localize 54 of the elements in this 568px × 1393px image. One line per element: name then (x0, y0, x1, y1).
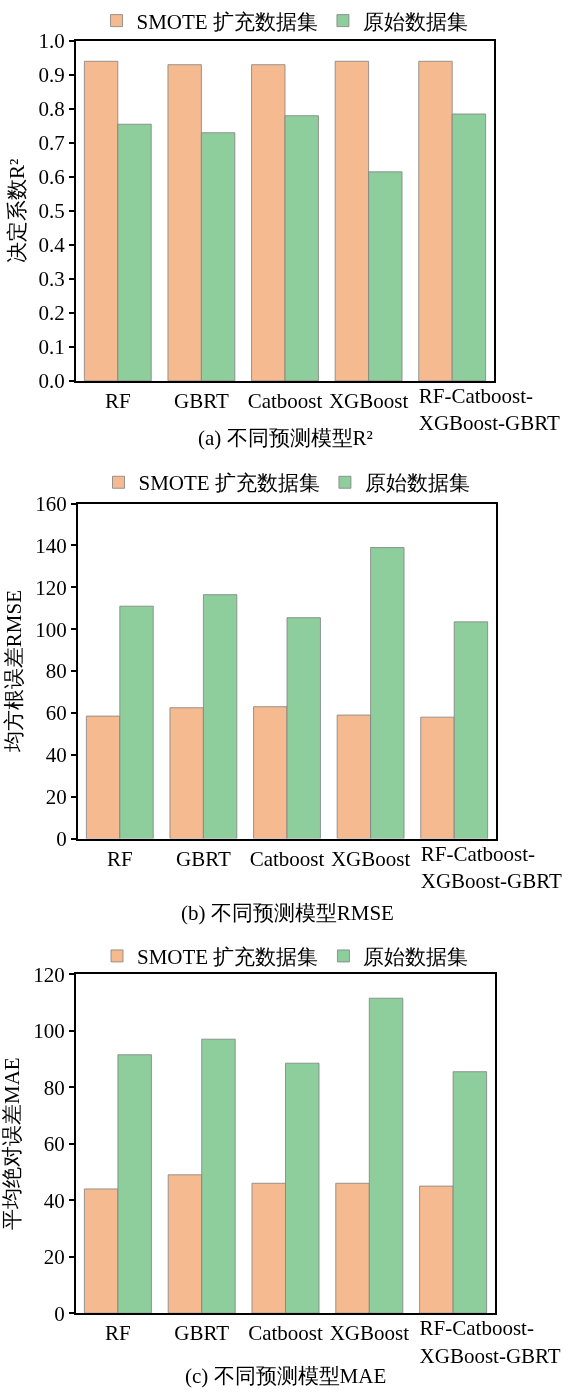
y-axis-title: 平均绝对误差MAE (0, 1057, 24, 1231)
y-tick-label: 160 (35, 491, 67, 516)
y-tick-label: 1.0 (38, 29, 65, 54)
legend-label: SMOTE 扩充数据集 (138, 471, 320, 496)
x-tick-label: GBRT (174, 1321, 230, 1346)
text: (c) 不同预测模型MAE (185, 1364, 387, 1388)
x-tick-label: RF-Catboost-XGBoost-GBRT (418, 383, 561, 436)
x-tick-label: RF (106, 846, 133, 871)
x-tick-label: Catboost (248, 1321, 323, 1346)
y-tick-label: 40 (43, 1188, 65, 1213)
y-tick-label: 100 (35, 617, 67, 642)
legend-label: 原始数据集 (362, 9, 468, 34)
y-tick-label: 100 (33, 1019, 65, 1044)
y-axis-title: 决定系数R² (5, 158, 30, 264)
x-tick-label: RF-Catboost-XGBoost-GBRT (419, 1316, 561, 1368)
y-tick-label: 60 (45, 701, 67, 726)
y-tick-label: 0.5 (38, 199, 65, 224)
x-tick-label: Catboost (247, 389, 323, 414)
legend-label: SMOTE 扩充数据集 (136, 9, 318, 34)
y-axis-title: 均方根误差RMSE (1, 589, 26, 754)
y-tick-label: 60 (43, 1132, 65, 1157)
y-tick-label: 80 (43, 1075, 65, 1100)
x-tick-label: XGBoost (330, 846, 411, 871)
y-tick-label: 20 (45, 785, 67, 810)
y-tick-label: 0.2 (38, 301, 65, 326)
y-tick-label: 0.4 (38, 233, 66, 258)
y-tick-label: 120 (33, 962, 65, 987)
y-tick-label: 0.1 (38, 335, 65, 360)
y-tick-label: 0.9 (38, 63, 65, 88)
y-tick-label: 0 (54, 1301, 65, 1326)
text: (a) 不同预测模型R² (198, 426, 373, 450)
y-tick-label: 120 (35, 575, 67, 600)
legend-label: SMOTE 扩充数据集 (137, 945, 319, 970)
y-tick-label: 0.7 (38, 131, 65, 156)
y-tick-label: 140 (35, 533, 67, 558)
y-tick-label: 20 (43, 1245, 65, 1270)
x-tick-label: XGBoost (329, 1321, 410, 1346)
y-tick-label: 0 (56, 826, 67, 851)
x-tick-label: RF (105, 1321, 131, 1346)
y-tick-label: 40 (45, 743, 67, 768)
x-tick-label: GBRT (174, 389, 229, 414)
x-tick-label: XGBoost (328, 389, 409, 414)
y-tick-label: 80 (45, 659, 67, 684)
x-tick-label: RF-Catboost-XGBoost-GBRT (420, 841, 563, 893)
y-tick-label: 0.3 (38, 267, 65, 292)
x-tick-label: GBRT (176, 846, 231, 871)
x-tick-label: RF (104, 389, 131, 414)
y-tick-label: 0.8 (38, 97, 65, 122)
legend-label: 原始数据集 (364, 471, 470, 496)
legend-label: 原始数据集 (363, 945, 469, 970)
y-tick-label: 0.6 (38, 165, 65, 190)
x-tick-label: Catboost (249, 846, 325, 871)
text: (b) 不同预测模型RMSE (181, 901, 394, 925)
y-tick-label: 0.0 (38, 369, 65, 394)
